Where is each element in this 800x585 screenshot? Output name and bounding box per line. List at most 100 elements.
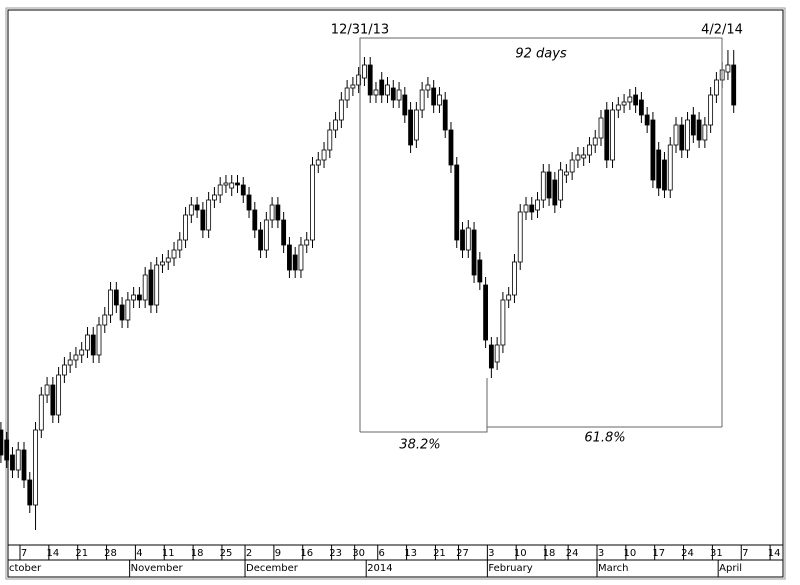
candle-down [4, 439, 10, 461]
candle-up [206, 199, 212, 231]
x-tick-label: 25 [220, 548, 233, 559]
candle-down [488, 344, 494, 369]
candle-up [540, 171, 546, 201]
candle-down [27, 479, 33, 506]
candle-down [633, 94, 639, 106]
candle-down [546, 171, 552, 199]
candle-up [229, 182, 235, 189]
x-tick-label: 27 [456, 548, 469, 559]
candle-down [448, 129, 454, 166]
candle-down [477, 259, 483, 283]
x-tick-label: 7 [742, 548, 748, 559]
candle-up [425, 84, 431, 91]
month-label: December [246, 563, 299, 574]
x-tick-label: 28 [104, 548, 117, 559]
candle-up [165, 257, 171, 263]
candle-up [569, 159, 575, 173]
candle-down [90, 334, 96, 356]
x-tick-label: 6 [379, 548, 385, 559]
candle-down [604, 109, 610, 161]
candle-down [460, 229, 465, 251]
candle-up [581, 154, 587, 159]
candle-up [610, 109, 615, 161]
candle-up [517, 211, 523, 263]
candle-up [413, 109, 419, 141]
candle-down [379, 79, 385, 96]
candle-up [38, 394, 44, 431]
left-bracket [360, 378, 488, 433]
candle-up [154, 264, 160, 306]
month-label: April [719, 563, 742, 574]
candle-down [148, 269, 154, 306]
candle-down [0, 429, 4, 456]
candle-up [512, 261, 517, 296]
x-tick-label: 18 [191, 548, 204, 559]
candle-down [21, 449, 27, 481]
candle-up [263, 219, 269, 251]
candle-down [246, 194, 252, 211]
candle-up [338, 99, 344, 121]
candle-down [281, 219, 287, 246]
month-label: March [598, 563, 628, 574]
candle-down [10, 454, 15, 471]
candle-up [61, 364, 67, 376]
candle-down [275, 204, 281, 221]
candle-down [119, 304, 125, 321]
candle-down [194, 204, 200, 211]
x-tick-label: 2 [246, 548, 252, 559]
candle-up [575, 154, 581, 161]
x-tick-label: 10 [514, 548, 527, 559]
x-tick-label: 11 [162, 548, 175, 559]
candle-up [587, 144, 592, 156]
candle-up [131, 294, 137, 301]
candle-up [333, 119, 338, 131]
candle-up [85, 334, 90, 351]
candle-down [50, 384, 56, 416]
x-tick-label: 14 [46, 548, 59, 559]
candle-up [685, 119, 690, 151]
x-tick-label: 4 [136, 548, 142, 559]
x-tick-label: 21 [75, 548, 88, 559]
x-tick-label: 21 [433, 548, 446, 559]
candle-up [465, 227, 471, 251]
candle-up [385, 84, 390, 96]
candle-up [708, 94, 714, 126]
candle-down [442, 99, 448, 131]
candle-down [529, 204, 535, 213]
candle-up [356, 74, 362, 86]
candle-down [731, 64, 737, 106]
month-label: February [488, 563, 532, 574]
candle-down [638, 99, 644, 116]
candle-up [535, 199, 540, 211]
x-tick-label: 3 [488, 548, 494, 559]
candle-down [390, 87, 396, 101]
candle-down [113, 289, 119, 306]
candle-down [650, 119, 656, 181]
candle-up [506, 294, 512, 301]
candle-up [217, 184, 223, 196]
candle-up [437, 94, 442, 106]
candle-up [702, 124, 708, 141]
candle-down [483, 284, 489, 341]
x-tick-label: 16 [300, 548, 313, 559]
candle-down [662, 159, 667, 191]
span-label: 92 days [515, 47, 567, 62]
candle-down [292, 254, 298, 271]
candle-down [240, 184, 246, 196]
x-tick-label: 14 [768, 548, 781, 559]
candle-up [667, 144, 673, 191]
candle-up [714, 79, 719, 96]
candle-down [690, 114, 696, 136]
candle-up [56, 374, 62, 416]
x-tick-label: 30 [352, 548, 365, 559]
candle-up [108, 289, 113, 316]
candle-down [431, 87, 437, 106]
candle-down [367, 64, 373, 96]
candle-up [315, 159, 321, 166]
candle-up [15, 449, 21, 471]
candle-up [96, 324, 102, 356]
candle-down [252, 209, 258, 231]
candle-up [327, 129, 333, 151]
candle-up [350, 84, 356, 89]
